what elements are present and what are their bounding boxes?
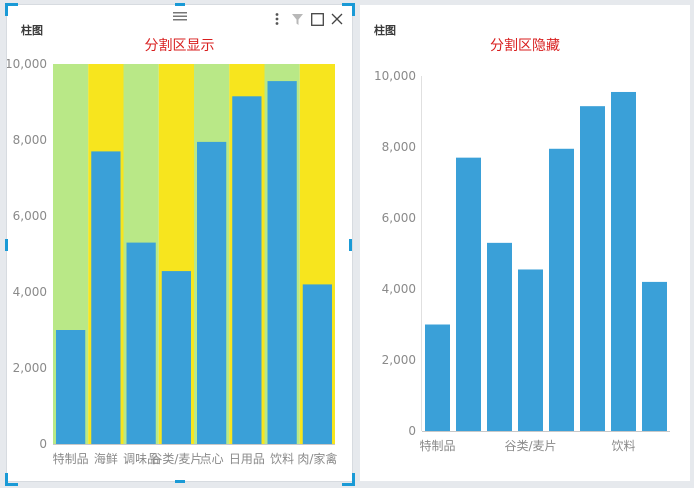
bar-5 <box>549 148 574 431</box>
y-tick-label: 6,000 <box>382 211 416 225</box>
bar-1 <box>425 324 450 431</box>
drag-handle-icon[interactable] <box>173 6 187 25</box>
x-tick-label: 日用品 <box>229 452 265 466</box>
x-tick-label: 谷类/麦片 <box>150 452 202 466</box>
y-tick-label: 10,000 <box>7 57 47 71</box>
chart-panel-left[interactable]: 柱图 分割区显示 0 2,000 4,000 6,000 8,000 10,000 特制品海… <box>6 4 353 482</box>
y-tick-label: 6,000 <box>13 209 47 223</box>
x-tick-label: 谷类/麦片 <box>504 439 556 453</box>
chart-panel-right[interactable]: 柱图 分割区隐藏 0 2,000 4,000 6,000 8,000 10,000 特制品 谷… <box>360 5 690 481</box>
chart-title: 分割区隐藏 <box>490 38 560 54</box>
x-tick-label: 海鲜 <box>94 451 118 466</box>
bar-6 <box>580 106 605 432</box>
selection-corner-bl[interactable] <box>5 473 18 486</box>
bar-chart-right: 0 2,000 4,000 6,000 8,000 10,000 特制品 谷类/麦片 饮料 <box>374 69 670 453</box>
filter-icon[interactable] <box>290 12 304 26</box>
x-tick-label: 肉/家禽 <box>297 451 337 466</box>
selection-corner-tr[interactable] <box>342 3 355 16</box>
y-tick-label: 2,000 <box>382 353 416 367</box>
bar-6 <box>232 96 262 445</box>
bar-4 <box>161 271 191 444</box>
x-tick-label: 特制品 <box>53 451 89 466</box>
y-tick-label: 4,000 <box>13 285 47 299</box>
y-tick-label: 8,000 <box>13 133 47 147</box>
bar-4 <box>518 269 543 431</box>
panel-toolbar <box>270 12 344 26</box>
y-tick-label: 0 <box>408 424 416 438</box>
bar-7 <box>611 91 636 431</box>
maximize-icon[interactable] <box>310 12 324 26</box>
close-icon[interactable] <box>330 12 344 26</box>
x-tick-label: 点心 <box>200 452 224 466</box>
more-icon[interactable] <box>270 12 284 26</box>
y-tick-label: 0 <box>39 437 47 451</box>
bar-5 <box>197 141 227 444</box>
bar-8 <box>302 284 332 444</box>
selection-corner-tl[interactable] <box>5 3 18 16</box>
bar-2 <box>91 151 121 444</box>
y-tick-label: 2,000 <box>13 361 47 375</box>
resize-handle-right[interactable] <box>349 239 352 251</box>
y-tick-label: 10,000 <box>374 69 416 83</box>
panel-title: 柱图 <box>21 24 43 37</box>
resize-handle-top[interactable] <box>175 3 185 6</box>
bar-7 <box>267 81 297 444</box>
bar-3 <box>487 242 512 431</box>
bar-3 <box>126 242 156 444</box>
x-tick-label: 饮料 <box>611 439 635 453</box>
x-tick-label: 饮料 <box>270 452 294 466</box>
bar-2 <box>456 157 481 431</box>
resize-handle-bottom[interactable] <box>175 480 185 483</box>
bar-8 <box>642 281 667 431</box>
y-tick-label: 4,000 <box>382 282 416 296</box>
selection-corner-br[interactable] <box>342 473 355 486</box>
bar-1 <box>56 330 86 444</box>
bar-chart-left: 0 2,000 4,000 6,000 8,000 10,000 特制品 海鲜 调味品谷类/麦片… <box>7 57 337 466</box>
chart-title: 分割区显示 <box>144 38 215 54</box>
resize-handle-left[interactable] <box>5 239 8 251</box>
x-tick-label: 调味品 <box>123 452 159 466</box>
x-tick-label: 特制品 <box>419 438 455 453</box>
panel-title: 柱图 <box>374 24 396 37</box>
y-tick-label: 8,000 <box>382 140 416 154</box>
